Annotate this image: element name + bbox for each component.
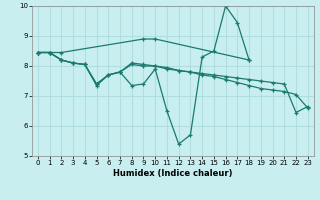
X-axis label: Humidex (Indice chaleur): Humidex (Indice chaleur) (113, 169, 233, 178)
